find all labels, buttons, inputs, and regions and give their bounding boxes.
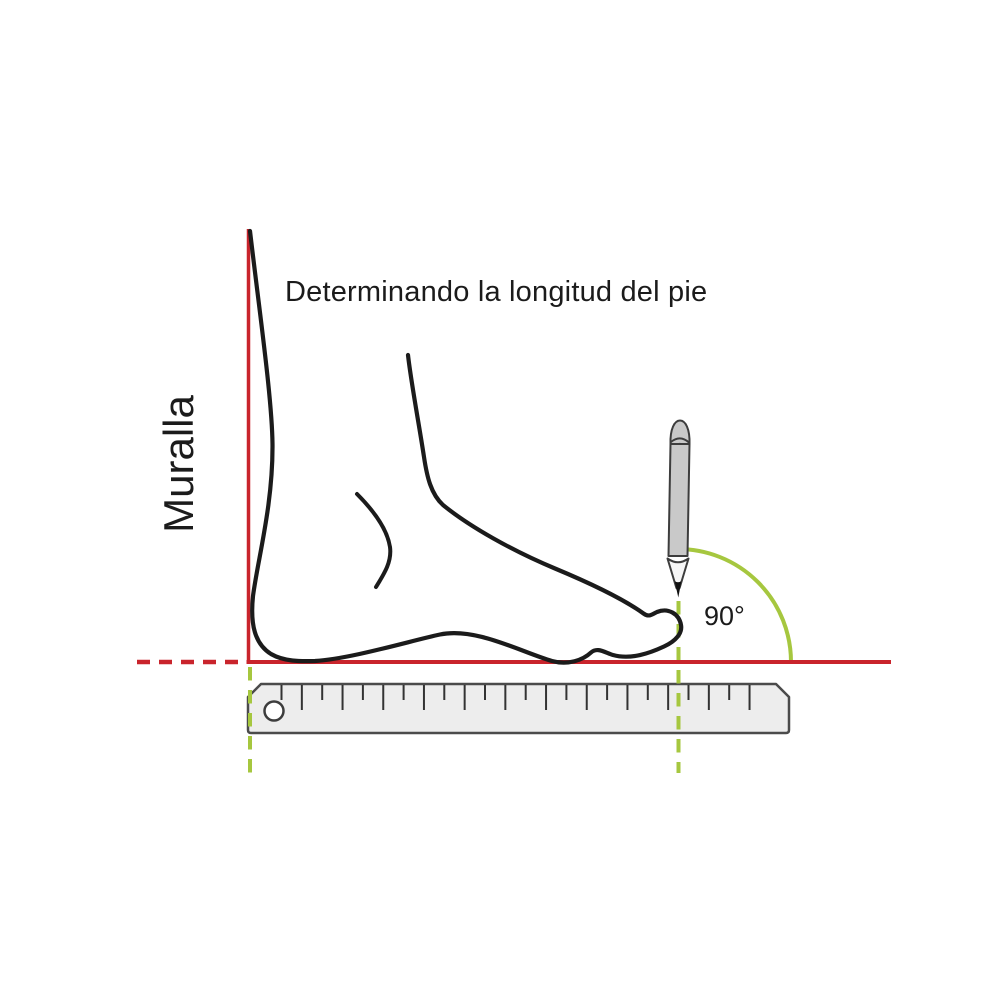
foot-outline xyxy=(247,228,684,665)
angle-arc xyxy=(677,547,793,663)
pencil-body xyxy=(667,443,691,557)
diagram-title: Determinando la longitud del pie xyxy=(285,276,708,308)
pencil-cap xyxy=(669,419,691,445)
wall-label: Muralla xyxy=(155,395,202,533)
ankle-detail-curve xyxy=(355,492,393,589)
ruler xyxy=(246,682,791,735)
angle-label: 90° xyxy=(704,601,745,631)
pencil-lead xyxy=(674,581,682,598)
ruler-hole xyxy=(263,700,285,722)
pencil xyxy=(666,419,691,598)
ruler-ticks xyxy=(280,685,751,710)
